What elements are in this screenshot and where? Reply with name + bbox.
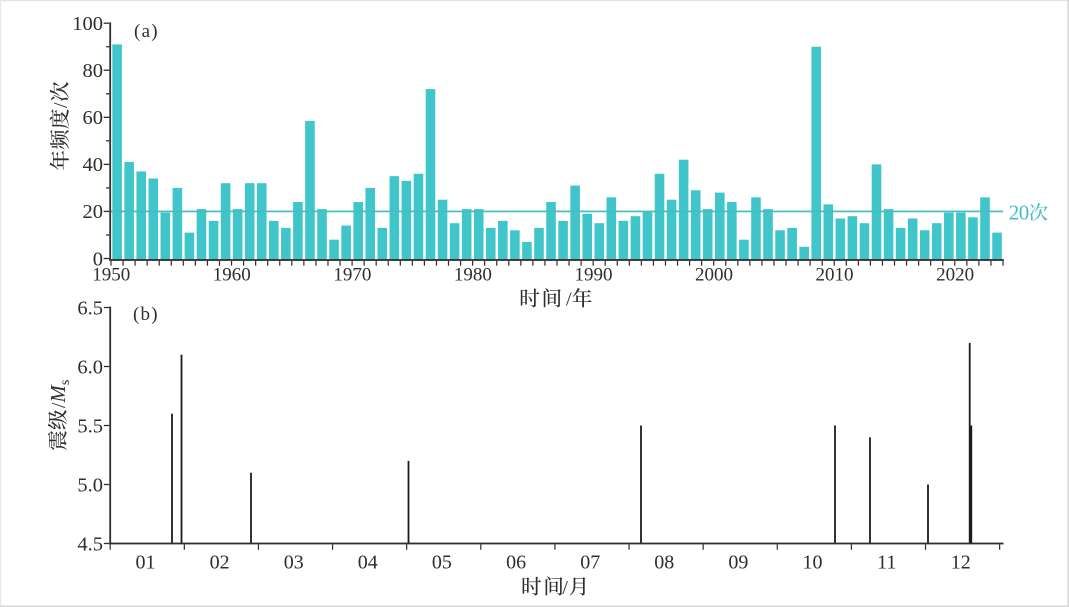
- svg-text:03: 03: [284, 552, 304, 574]
- svg-text:11: 11: [877, 552, 896, 574]
- svg-text:01: 01: [136, 552, 156, 574]
- svg-text:20: 20: [1009, 200, 1029, 224]
- svg-text:10: 10: [803, 552, 823, 574]
- svg-text:09: 09: [728, 552, 748, 574]
- svg-text:20: 20: [83, 201, 104, 223]
- svg-text:1960: 1960: [213, 265, 251, 286]
- svg-text:05: 05: [432, 552, 452, 574]
- svg-text:1950: 1950: [92, 265, 130, 286]
- svg-text:06: 06: [506, 552, 526, 574]
- svg-text:(b): (b): [133, 304, 159, 325]
- svg-text:/: /: [50, 102, 72, 108]
- svg-text:08: 08: [654, 552, 674, 574]
- svg-text:04: 04: [358, 552, 378, 574]
- svg-text:6.5: 6.5: [77, 297, 103, 319]
- svg-text:1990: 1990: [575, 265, 613, 286]
- svg-text:M: M: [48, 384, 70, 404]
- svg-text:6.0: 6.0: [77, 356, 103, 378]
- svg-text:/: /: [562, 577, 568, 599]
- svg-text:2010: 2010: [816, 265, 854, 286]
- svg-text:80: 80: [83, 60, 104, 82]
- svg-text:60: 60: [83, 107, 104, 129]
- svg-text:2000: 2000: [695, 265, 733, 286]
- svg-text:07: 07: [580, 552, 600, 574]
- svg-text:100: 100: [72, 13, 103, 35]
- svg-text:12: 12: [951, 552, 971, 574]
- svg-text:0: 0: [93, 248, 103, 270]
- svg-text:s: s: [58, 380, 73, 385]
- svg-text:2020: 2020: [936, 265, 974, 286]
- svg-text:1970: 1970: [333, 265, 371, 286]
- svg-text:1980: 1980: [454, 265, 492, 286]
- svg-text:(a): (a): [134, 21, 159, 42]
- svg-text:/: /: [566, 289, 572, 311]
- svg-text:/: /: [48, 402, 70, 408]
- svg-text:02: 02: [210, 552, 230, 574]
- svg-text:5.0: 5.0: [77, 474, 103, 496]
- svg-text:5.5: 5.5: [77, 415, 103, 437]
- svg-text:4.5: 4.5: [77, 533, 103, 555]
- svg-text:40: 40: [83, 154, 104, 176]
